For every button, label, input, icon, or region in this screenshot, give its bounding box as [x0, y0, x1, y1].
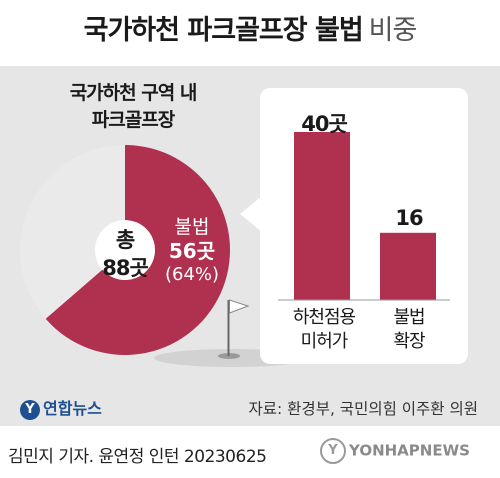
bar-value-label: 40곳: [301, 112, 348, 136]
pie-title-line: 국가하천 구역 내: [69, 82, 198, 104]
watermark-icon: Y: [320, 438, 346, 464]
pie-title: 국가하천 구역 내 파크골프장: [18, 80, 248, 134]
pie-center-hole: [95, 220, 155, 280]
bar-chart: [278, 132, 450, 301]
title-main: 국가하천 파크골프장 불법: [83, 15, 364, 46]
bar-1: [380, 232, 436, 300]
slice-label-illegal: 불법 56곳 (64%): [152, 215, 232, 287]
logo-text: 연합뉴스: [43, 399, 102, 418]
slice-percent: (64%): [164, 264, 220, 285]
bar-category-label: 하천점용 미허가: [276, 306, 372, 354]
yonhap-logo: Y 연합뉴스: [20, 395, 102, 420]
bar-0: [294, 132, 350, 300]
bar-category-line: 불법: [393, 307, 425, 328]
pie-slice-1: [20, 145, 125, 319]
bar-category-label: 불법 확장: [361, 306, 457, 354]
golf-flag-pole: [227, 300, 230, 356]
bar-value-label: 16: [395, 206, 423, 230]
bar-category-line: 미허가: [300, 331, 349, 352]
pie-title-line: 파크골프장: [91, 109, 175, 131]
yonhap-logo-icon: Y: [20, 399, 40, 420]
pie-total-line: 총: [115, 228, 135, 252]
slice-value: 56곳: [168, 239, 216, 263]
watermark-text: YONHAPNEWS: [349, 441, 470, 460]
credit-text: 김민지 기자. 윤연정 인턴 20230625: [8, 447, 267, 467]
title-sub: 비중: [368, 15, 418, 46]
source-text: 자료: 환경부, 국민의힘 이주환 의원: [248, 400, 479, 418]
golf-flag: [229, 299, 250, 314]
pie-total-line: 88곳: [102, 256, 149, 280]
page-title: 국가하천 파크골프장 불법 비중: [0, 8, 500, 47]
pie-chart: [20, 145, 231, 356]
bar-card: 40곳 16 하천점용 미허가 불법 확장: [260, 88, 468, 364]
bar-category-line: 확장: [393, 331, 425, 352]
watermark: Y YONHAPNEWS: [320, 438, 470, 464]
slice-name: 불법: [174, 216, 210, 238]
bar-category-line: 하천점용: [292, 307, 356, 328]
pie-total-label: 총 88곳: [98, 226, 152, 282]
